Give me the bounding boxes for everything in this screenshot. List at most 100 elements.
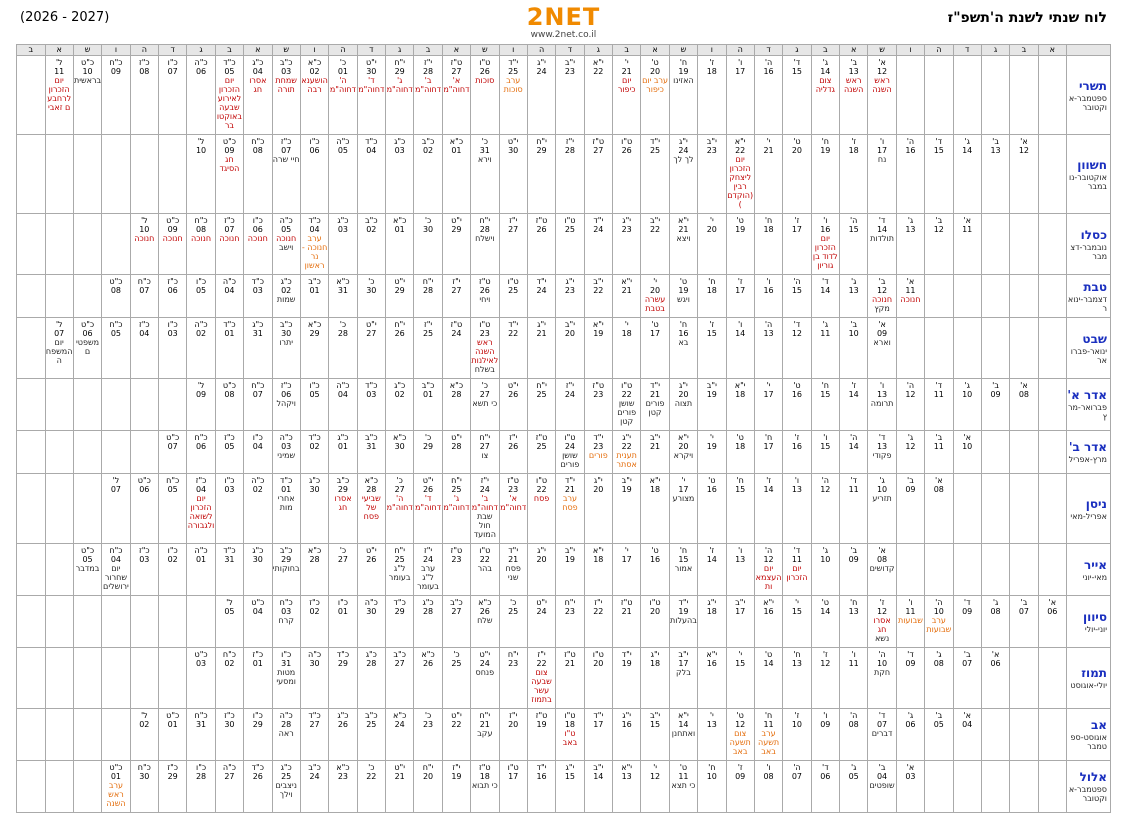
day-cell: ט"ו 26 סוכות: [470, 55, 500, 135]
day: י' 21 יום כיפור: [614, 57, 640, 99]
hebrew-date: כ"ט: [81, 58, 95, 67]
day-cell: ב' 04 שופטים: [867, 760, 897, 813]
gregorian-date: 21: [649, 390, 661, 399]
day: י"ח 23: [557, 597, 583, 621]
gregorian-date: 12: [1018, 146, 1030, 155]
month-cell: תשרי ספטמבר-אוקטובר: [1066, 55, 1111, 135]
day-note: סוכות: [475, 76, 495, 85]
day-note: בחוקותי: [272, 564, 300, 573]
gregorian-date: 30: [366, 607, 377, 616]
day: כ"ב 29 אסרו חג: [330, 475, 356, 517]
day: כ"ב 03 שמחת תורה: [273, 57, 299, 99]
day-note: ואתחנן: [671, 729, 696, 738]
hebrew-date: כ"ז: [167, 277, 179, 286]
day: כ"ד 29: [387, 597, 413, 621]
day-cell: כ"ב 29 בחוקותי: [271, 543, 301, 596]
day: א' 11: [954, 215, 980, 239]
day-cell: [1037, 317, 1068, 379]
day-note: ט"ו באב: [562, 729, 578, 747]
hebrew-date: י"ט: [536, 598, 547, 607]
day-cell: ה' 08: [838, 708, 869, 761]
day: כ"ח 08 חנוכה: [188, 215, 214, 248]
day: י"ג 24: [528, 57, 554, 81]
day-note: האזינו: [673, 76, 694, 85]
hebrew-date: כ"ה: [222, 763, 236, 772]
weekday: א: [44, 44, 74, 56]
day: כ' 22: [358, 762, 384, 786]
hebrew-date: ט': [793, 137, 801, 146]
gregorian-date: 01: [224, 329, 235, 338]
gregorian-date: 22: [593, 286, 604, 295]
month-name: אדר א': [1067, 388, 1108, 402]
hebrew-date: כ"ז: [195, 476, 207, 485]
hebrew-date: ט': [708, 476, 716, 485]
day: י"ט 26 ד' דחוה"מ: [415, 475, 441, 517]
gregorian-date: 10: [791, 720, 803, 729]
gregorian-date: 26: [252, 772, 263, 781]
day-cell: ח' 11 ערב תשעה באב: [753, 708, 784, 761]
day-note: כי תבוא: [471, 781, 498, 790]
weekday: א: [1037, 44, 1068, 56]
gregorian-date: 26: [394, 329, 405, 338]
day-cell: [72, 647, 103, 709]
hebrew-date: כ"א: [393, 433, 407, 442]
hebrew-date: כ"ו: [281, 650, 292, 659]
gregorian-date: 21: [564, 485, 576, 494]
gregorian-date: 11: [678, 772, 689, 781]
day-note: חנוכה: [872, 295, 893, 304]
day: ט"ז 27: [585, 136, 611, 160]
weekday: ה: [526, 44, 557, 56]
hebrew-date: ד': [793, 320, 801, 329]
day-cell: [16, 708, 46, 761]
gregorian-date: 21: [621, 286, 632, 295]
hebrew-date: ט"ז: [478, 763, 491, 772]
day-cell: [72, 430, 103, 474]
day: ג' 08: [982, 597, 1008, 621]
day: כ"א 28: [443, 380, 469, 404]
day: כ"ח 06: [188, 432, 214, 456]
day-cell: ג' 10 תזריע: [867, 473, 897, 544]
gregorian-date: 29: [281, 555, 292, 564]
day-cell: י' 17: [753, 378, 784, 431]
hebrew-date: ב': [963, 650, 971, 659]
gregorian-date: 25: [536, 390, 547, 399]
day: ט' 14: [755, 649, 781, 673]
day-cell: ח' 13: [782, 647, 812, 709]
day-cell: כ"ג 26: [328, 708, 358, 761]
day-cell: [72, 274, 103, 318]
hebrew-date: כ"א: [364, 476, 378, 485]
day: י"א 21: [614, 276, 640, 300]
day: ה' 15: [841, 215, 867, 239]
day: ז' 09: [727, 762, 753, 786]
day-cell: י' 21 יום כיפור: [611, 55, 642, 135]
gregorian-date: 27: [479, 442, 490, 451]
day-cell: כ"ב 24: [299, 760, 330, 813]
day-cell: [980, 55, 1011, 135]
hebrew-date: א': [906, 763, 915, 772]
day: א' 11 חנוכה: [897, 276, 923, 309]
day-cell: ט"ו 17: [498, 760, 528, 813]
day: י"ב 19: [699, 380, 725, 404]
hebrew-date: ג': [879, 476, 885, 485]
gregorian-date: 28: [422, 286, 434, 295]
hebrew-date: י"ח: [536, 137, 547, 146]
gregorian-date: 24: [536, 67, 547, 76]
day-cell: י"ד 24: [526, 274, 557, 318]
day-cell: י"ב 20: [555, 317, 585, 379]
gregorian-date: 12: [905, 442, 916, 451]
day-note: פנחס: [475, 668, 495, 677]
gregorian-date: 21: [479, 720, 490, 729]
hebrew-date: כ"ו: [252, 433, 263, 442]
day-cell: [44, 274, 74, 318]
day-cell: [16, 647, 46, 709]
hebrew-date: ז': [851, 381, 857, 390]
hebrew-date: ח': [708, 763, 716, 772]
gregorian-date: 07: [1018, 607, 1030, 616]
day: ב' 12: [926, 215, 952, 239]
gregorian-date: 26: [508, 390, 519, 399]
gregorian-date: 20: [678, 390, 689, 399]
day-note: כי תשא: [472, 399, 498, 408]
day-cell: י' 17: [611, 543, 642, 596]
day-cell: כ"ז 03: [129, 543, 160, 596]
hebrew-date: י"ג: [622, 433, 632, 442]
